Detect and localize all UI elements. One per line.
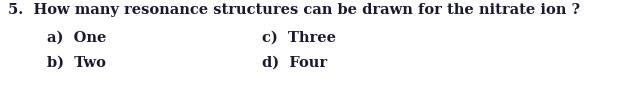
Text: 5.  How many resonance structures can be drawn for the nitrate ion ?: 5. How many resonance structures can be … [8,3,580,17]
Text: d)  Four: d) Four [262,56,327,70]
Text: b)  Two: b) Two [47,56,105,70]
Text: c)  Three: c) Three [262,31,336,45]
Text: a)  One: a) One [47,31,106,45]
